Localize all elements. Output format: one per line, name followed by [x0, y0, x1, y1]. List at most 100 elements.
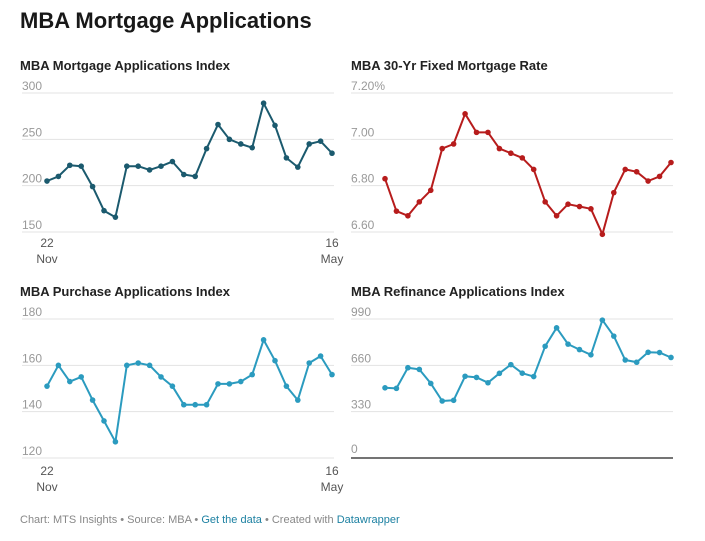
- mortgage-index-data-point: [329, 150, 335, 157]
- 30yr-rate-data-point: [622, 166, 629, 173]
- 30yr-rate-data-point: [519, 155, 526, 161]
- mortgage-index-xtick-label: 16: [325, 236, 339, 250]
- datawrapper-link[interactable]: Datawrapper: [336, 514, 400, 526]
- purchase-index-data-point: [55, 362, 62, 369]
- 30yr-rate-ytick-label: 7.00: [351, 125, 375, 139]
- 30yr-rate-data-point: [382, 175, 388, 182]
- mortgage-index-data-point: [272, 122, 278, 129]
- 30yr-rate-ytick-label: 6.60: [351, 218, 375, 232]
- refinance-index-data-point: [645, 349, 651, 356]
- 30yr-rate-data-point: [530, 166, 537, 173]
- mortgage-index-data-point: [44, 178, 50, 184]
- refinance-index-data-point: [393, 385, 400, 392]
- refinance-index-ytick-label: 330: [351, 398, 371, 412]
- 30yr-rate-data-point: [427, 187, 434, 194]
- purchase-index-data-point: [169, 383, 176, 389]
- mortgage-index-data-point: [55, 173, 62, 180]
- mortgage-index-data-point: [158, 163, 164, 170]
- refinance-index-data-point: [622, 357, 629, 363]
- mortgage-index-data-point: [226, 136, 233, 143]
- purchase-index-data-point: [329, 371, 335, 378]
- purchase-index-data-point: [306, 360, 313, 366]
- purchase-index-series-line: [46, 338, 333, 443]
- refinance-index-data-point: [405, 364, 411, 371]
- 30yr-rate-data-point: [485, 129, 491, 136]
- refinance-index-data-point: [576, 346, 583, 353]
- purchase-index-data-point: [192, 401, 198, 408]
- purchase-index-data-point: [249, 371, 255, 378]
- mortgage-index-data-point: [181, 171, 187, 178]
- mortgage-index-xtick-label: May: [321, 252, 344, 266]
- mortgage-index-ytick-label: 200: [22, 172, 42, 186]
- footer-source: Source: MBA: [127, 514, 192, 526]
- footer-separator: •: [191, 514, 202, 526]
- mortgage-index-data-point: [112, 214, 119, 220]
- 30yr-rate-data-point: [542, 199, 548, 205]
- mortgage-index-data-point: [295, 164, 301, 170]
- 30yr-rate-data-point: [553, 212, 560, 219]
- refinance-index-data-point: [553, 325, 560, 331]
- purchase-index-xtick-label: 22: [40, 464, 54, 478]
- mortgage-index-data-point: [135, 163, 141, 170]
- refinance-index-data-point: [519, 370, 526, 376]
- 30yr-rate-data-point: [576, 203, 583, 210]
- mortgage-index-data-point: [283, 155, 290, 161]
- purchase-index-data-point: [112, 438, 119, 445]
- refinance-index-data-point: [508, 361, 514, 368]
- purchase-index-data-point: [146, 362, 153, 369]
- mortgage-index-data-point: [260, 100, 267, 106]
- mortgage-index-data-point: [67, 162, 73, 169]
- mortgage-index-series-line: [46, 102, 333, 219]
- purchase-index-data-point: [158, 374, 164, 380]
- mortgage-index-data-point: [215, 121, 221, 128]
- 30yr-rate-data-point: [439, 145, 446, 152]
- refinance-index-data-point: [439, 398, 446, 404]
- purchase-index-data-point: [67, 378, 73, 385]
- refinance-index-data-point: [473, 374, 480, 381]
- 30yr-rate-data-point: [450, 141, 457, 147]
- 30yr-rate-data-point: [508, 150, 514, 157]
- 30yr-rate-data-point: [496, 145, 503, 152]
- 30yr-rate-data-point: [645, 178, 651, 184]
- 30yr-rate-data-point: [462, 111, 468, 117]
- 30yr-rate-data-point: [588, 206, 594, 212]
- purchase-index-data-point: [283, 383, 290, 389]
- mortgage-index-data-point: [89, 183, 96, 190]
- chart-title-purchase-index: MBA Purchase Applications Index: [20, 284, 230, 299]
- refinance-index-data-point: [427, 380, 434, 387]
- mortgage-index-data-point: [249, 144, 255, 151]
- purchase-index-ytick-label: 140: [22, 398, 42, 412]
- mortgage-index-data-point: [192, 173, 198, 180]
- purchase-index-data-point: [226, 381, 233, 387]
- 30yr-rate-data-point: [565, 201, 571, 207]
- purchase-index-ytick-label: 160: [22, 351, 42, 365]
- get-the-data-link[interactable]: Get the data: [201, 514, 262, 526]
- purchase-index-data-point: [215, 381, 221, 387]
- 30yr-rate-data-point: [656, 173, 663, 180]
- refinance-index-data-point: [599, 317, 606, 323]
- purchase-index-ytick-label: 180: [22, 305, 42, 319]
- purchase-index-xtick-label: 16: [325, 464, 339, 478]
- mortgage-index-ytick-label: 300: [22, 79, 42, 93]
- mortgage-index-xtick-label: 22: [40, 236, 54, 250]
- purchase-index-xtick-label: Nov: [36, 480, 57, 494]
- refinance-index-data-point: [485, 379, 491, 386]
- purchase-index-data-point: [124, 362, 130, 369]
- 30yr-rate-data-point: [405, 212, 411, 219]
- purchase-index-data-point: [78, 374, 84, 380]
- refinance-index-data-point: [462, 373, 468, 380]
- 30yr-rate-data-point: [668, 159, 674, 166]
- purchase-index-data-point: [135, 360, 141, 366]
- footer: Chart: MTS Insights • Source: MBA • Get …: [20, 514, 400, 526]
- mortgage-index-data-point: [101, 207, 107, 214]
- purchase-index-data-point: [295, 397, 301, 403]
- refinance-index-data-point: [588, 352, 594, 358]
- footer-separator: •: [117, 514, 128, 526]
- refinance-index-data-point: [611, 333, 617, 339]
- refinance-index-ytick-label: 660: [351, 351, 371, 365]
- mortgage-index-data-point: [306, 141, 313, 147]
- purchase-index-data-point: [181, 401, 187, 408]
- refinance-index-data-point: [382, 384, 388, 391]
- refinance-index-data-point: [565, 341, 571, 347]
